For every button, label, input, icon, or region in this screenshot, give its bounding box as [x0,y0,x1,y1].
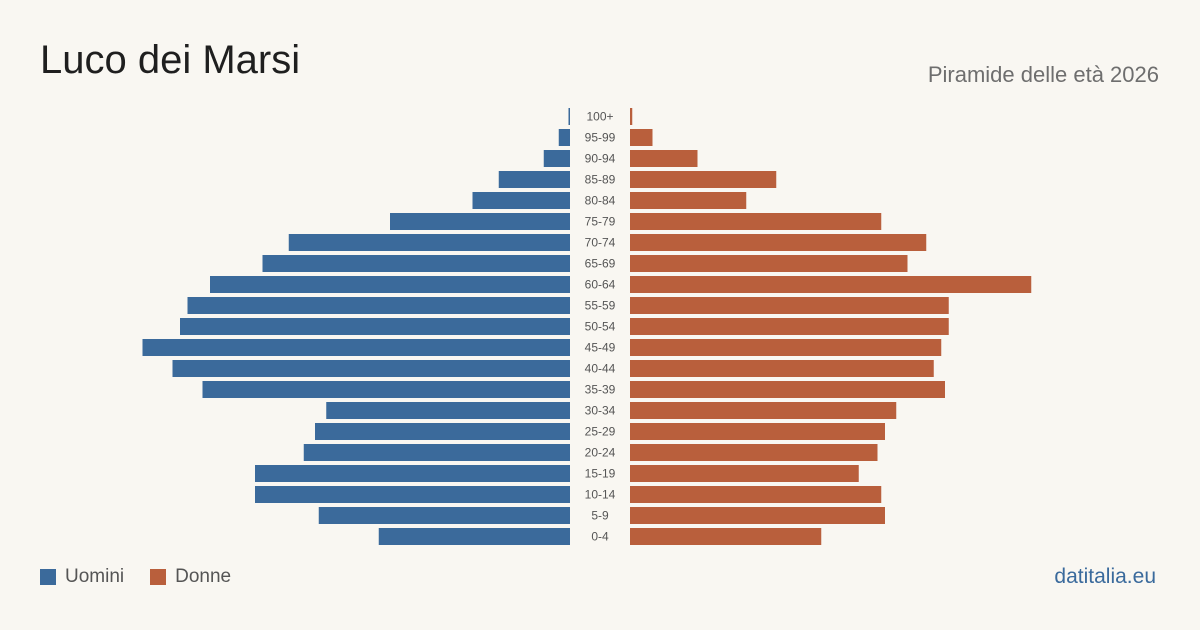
bar-women-85-89 [630,171,777,188]
bar-men-45-49 [142,339,570,356]
legend-swatch-women [150,569,167,585]
bar-women-20-24 [630,444,878,461]
bar-men-35-39 [202,381,570,398]
age-label-0-4: 0-4 [591,530,609,544]
bar-men-0-4 [378,528,570,545]
men-bars [142,108,570,545]
age-label-15-19: 15-19 [585,467,616,481]
age-label-85-89: 85-89 [585,173,616,187]
age-label-90-94: 90-94 [585,152,616,166]
bar-men-50-54 [180,318,570,335]
bar-women-100plus [630,108,633,125]
age-label-30-34: 30-34 [585,404,616,418]
bar-men-80-84 [472,192,570,209]
age-label-95-99: 95-99 [585,131,616,145]
bar-women-10-14 [630,486,882,503]
legend-item-men: Uomini [40,566,124,588]
bar-men-95-99 [558,129,570,146]
age-label-10-14: 10-14 [585,488,616,502]
bar-women-80-84 [630,192,747,209]
bar-women-40-44 [630,360,934,377]
bar-women-45-49 [630,339,942,356]
age-label-65-69: 65-69 [585,257,616,271]
age-label-75-79: 75-79 [585,215,616,229]
legend-item-women: Donne [150,566,231,588]
bar-men-5-9 [318,507,570,524]
bar-women-70-74 [630,234,927,251]
bar-women-0-4 [630,528,822,545]
bar-women-50-54 [630,318,949,335]
bar-women-75-79 [630,213,882,230]
bar-men-55-59 [187,297,570,314]
bar-men-15-19 [255,465,570,482]
bar-women-55-59 [630,297,949,314]
bar-men-65-69 [262,255,570,272]
bar-men-100plus [568,108,570,125]
age-label-25-29: 25-29 [585,425,616,439]
brand-link[interactable]: datitalia.eu [1054,565,1156,588]
bar-women-60-64 [630,276,1032,293]
bar-women-95-99 [630,129,653,146]
age-label-100plus: 100+ [586,110,613,124]
legend: Uomini Donne [40,566,257,588]
bar-men-25-29 [315,423,570,440]
bar-women-35-39 [630,381,945,398]
bar-women-5-9 [630,507,885,524]
bar-women-65-69 [630,255,908,272]
age-label-40-44: 40-44 [585,362,616,376]
bar-men-85-89 [498,171,570,188]
bar-men-20-24 [303,444,570,461]
age-label-50-54: 50-54 [585,320,616,334]
age-label-70-74: 70-74 [585,236,616,250]
legend-label-men: Uomini [65,566,125,587]
age-label-20-24: 20-24 [585,446,616,460]
bar-men-60-64 [210,276,570,293]
women-bars [630,108,1032,545]
age-labels: 100+ 95-99 90-94 85-89 80-84 75-79 70-74 65-69 6… [585,110,616,544]
bar-men-30-34 [326,402,570,419]
legend-swatch-men [40,569,56,585]
age-label-5-9: 5-9 [591,509,609,523]
chart-title: Luco dei Marsi [40,38,301,82]
bar-men-40-44 [172,360,570,377]
bar-men-70-74 [288,234,570,251]
age-label-80-84: 80-84 [585,194,616,208]
bar-men-90-94 [543,150,570,167]
bar-women-15-19 [630,465,859,482]
bar-women-90-94 [630,150,698,167]
bar-men-10-14 [255,486,570,503]
bar-women-25-29 [630,423,885,440]
chart-subtitle: Piramide delle età 2026 [927,62,1159,87]
age-label-55-59: 55-59 [585,299,616,313]
bar-women-30-34 [630,402,897,419]
age-label-35-39: 35-39 [585,383,616,397]
legend-label-women: Donne [175,566,232,587]
bar-men-75-79 [390,213,570,230]
age-label-60-64: 60-64 [585,278,616,292]
age-label-45-49: 45-49 [585,341,616,355]
